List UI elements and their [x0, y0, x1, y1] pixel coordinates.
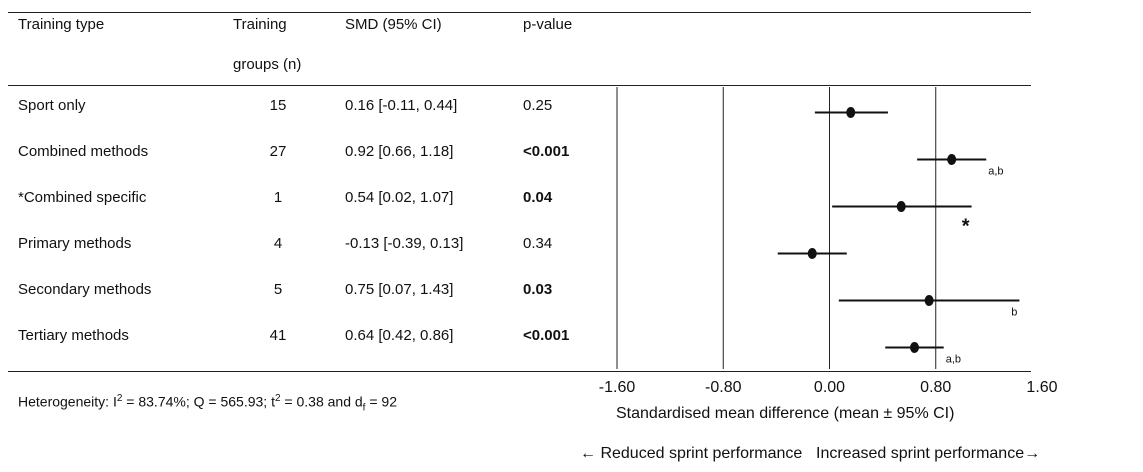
- row-smd-ci: 0.54 [0.02, 1.07]: [345, 189, 454, 206]
- x-tick-label: -1.60: [599, 379, 636, 396]
- significance-annotation: *: [962, 216, 970, 238]
- point-estimate: [846, 107, 856, 118]
- row-training-type: Sport only: [18, 97, 86, 114]
- row-group-count: 1: [273, 189, 283, 206]
- heterogeneity-note: Heterogeneity: I2 = 83.74%; Q = 565.93; …: [18, 393, 397, 414]
- row-p-value: 0.25: [523, 97, 553, 114]
- row-training-type: Primary methods: [18, 235, 132, 252]
- arrow-increased-label: Increased sprint performance→: [816, 445, 1041, 462]
- x-tick-label: 1.60: [1026, 379, 1057, 396]
- header-p-value: p-value: [523, 16, 573, 33]
- x-tick-label: 0.00: [814, 379, 845, 396]
- header-rule: [8, 85, 1031, 86]
- arrow-reduced-label: ← Reduced sprint performance: [580, 445, 803, 462]
- row-training-type: Combined methods: [18, 143, 149, 160]
- row-training-type: Tertiary methods: [18, 327, 129, 344]
- significance-annotation: a,b: [988, 166, 1003, 178]
- row-smd-ci: 0.92 [0.66, 1.18]: [345, 143, 454, 160]
- row-group-count: 5: [273, 281, 283, 298]
- significance-annotation: b: [1011, 307, 1017, 319]
- row-training-type: Secondary methods: [18, 281, 152, 298]
- row-p-value: 0.03: [523, 281, 553, 298]
- top-rule: [8, 12, 1031, 13]
- header-groups-line2: groups (n): [233, 56, 302, 73]
- row-p-value: <0.001: [523, 143, 570, 160]
- row-smd-ci: -0.13 [-0.39, 0.13]: [345, 235, 464, 252]
- row-group-count: 27: [269, 143, 287, 160]
- row-p-value: 0.04: [523, 189, 553, 206]
- row-p-value: <0.001: [523, 327, 570, 344]
- row-group-count: 4: [273, 235, 283, 252]
- row-smd-ci: 0.75 [0.07, 1.43]: [345, 281, 454, 298]
- point-estimate: [947, 154, 957, 165]
- header-groups-line1: Training: [233, 16, 287, 33]
- row-group-count: 15: [269, 97, 287, 114]
- row-smd-ci: 0.16 [-0.11, 0.44]: [345, 97, 458, 114]
- bottom-rule: [8, 371, 1031, 372]
- header-smd: SMD (95% CI): [345, 16, 442, 33]
- row-training-type: *Combined specific: [18, 189, 147, 206]
- x-tick-label: -0.80: [705, 379, 742, 396]
- significance-annotation: a,b: [946, 354, 961, 366]
- x-tick-label: 0.80: [920, 379, 951, 396]
- x-axis-title: Standardised mean difference (mean ± 95%…: [616, 405, 955, 422]
- row-p-value: 0.34: [523, 235, 553, 252]
- point-estimate: [807, 248, 817, 259]
- row-group-count: 41: [269, 327, 287, 344]
- point-estimate: [924, 295, 934, 306]
- point-estimate: [910, 342, 919, 353]
- point-estimate: [896, 201, 906, 212]
- header-training-type: Training type: [18, 16, 105, 33]
- row-smd-ci: 0.64 [0.42, 0.86]: [345, 327, 454, 344]
